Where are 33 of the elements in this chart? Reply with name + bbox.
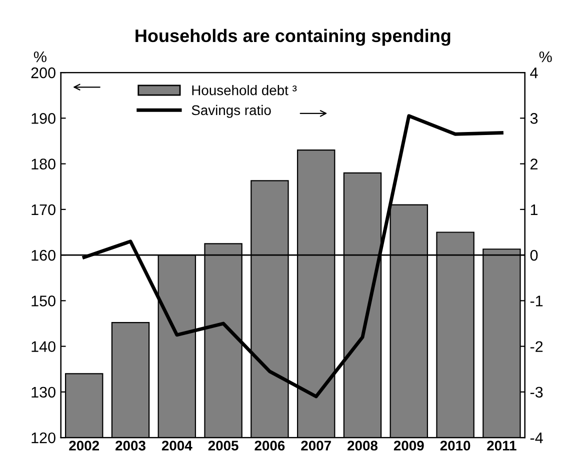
legend-label: Savings ratio: [192, 104, 271, 118]
y-tick-label: 200: [31, 67, 56, 78]
y2-tick-label: -4: [530, 432, 543, 444]
y2-tick-label: 4: [530, 68, 538, 78]
y2-tick-label: 0: [530, 250, 538, 261]
y-tick-label: 150: [32, 296, 56, 306]
x-tick-label: 2005: [208, 440, 238, 451]
chart-title: Households are containing spending: [136, 28, 450, 46]
x-tick-label: 2008: [348, 440, 378, 451]
y-tick-label: 130: [32, 386, 56, 398]
x-tick-label: 2010: [440, 440, 470, 451]
x-tick-label: 2004: [162, 440, 192, 451]
y-axis-title: %: [34, 51, 46, 62]
x-tick-label: 2003: [116, 440, 146, 451]
x-tick-label: 2002: [69, 440, 99, 451]
x-tick-label: 2006: [254, 440, 285, 451]
y-tick-label: 180: [32, 158, 56, 170]
x-tick-label: 2007: [301, 440, 331, 451]
y2-axis-title: %: [539, 51, 552, 62]
y2-tick-label: -3: [530, 386, 543, 398]
legend-label: Household debt ³: [192, 85, 297, 96]
x-tick-label: 2009: [394, 440, 424, 451]
y-tick-label: 160: [32, 250, 56, 261]
y-tick-label: 140: [32, 341, 56, 352]
y2-tick-label: -2: [530, 341, 543, 352]
y2-tick-label: 3: [530, 113, 538, 124]
y-tick-label: 190: [32, 113, 56, 124]
x-tick-label: 2011: [487, 440, 516, 451]
y-tick-label: 120: [32, 432, 56, 444]
y2-tick-label: 1: [530, 204, 538, 215]
y-tick-label: 170: [32, 204, 56, 216]
y2-tick-label: -1: [530, 296, 543, 306]
y2-tick-label: 2: [530, 158, 538, 170]
